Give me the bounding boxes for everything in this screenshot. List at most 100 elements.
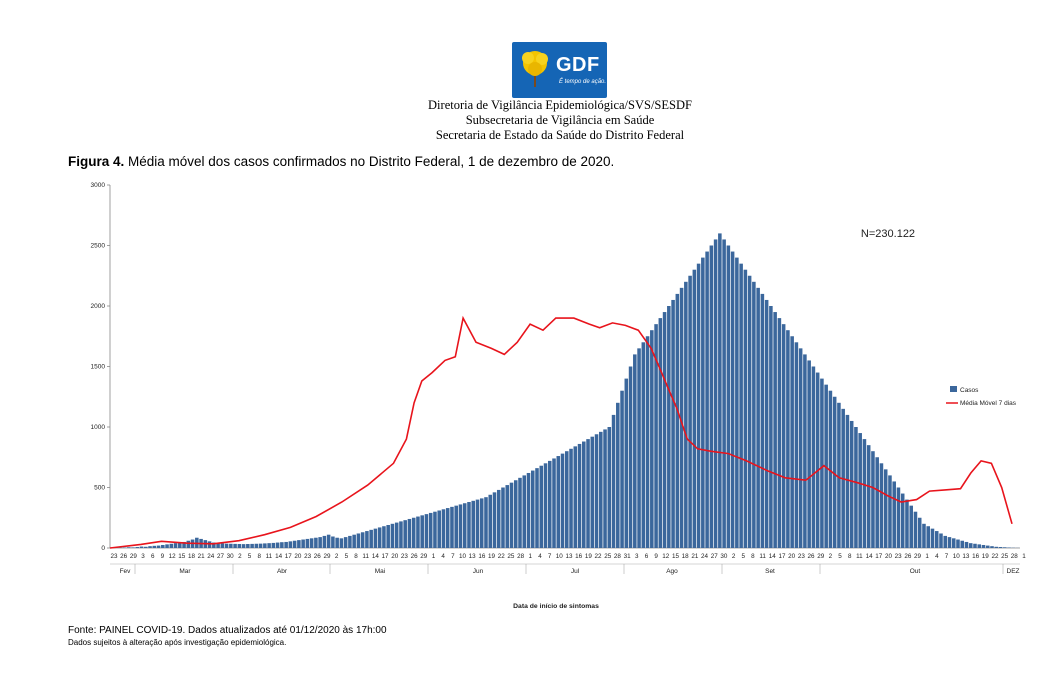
month-label: DEZ xyxy=(1007,568,1020,575)
case-bar xyxy=(633,354,637,548)
case-bar xyxy=(352,534,356,548)
case-bar xyxy=(658,318,663,548)
gdf-logo: GDF É tempo de ação. xyxy=(512,42,607,98)
x-tick-label: 24 xyxy=(207,553,215,560)
case-bar xyxy=(475,499,480,548)
case-bar xyxy=(462,503,467,548)
case-bar xyxy=(288,541,293,548)
x-tick-label: 13 xyxy=(469,553,477,560)
case-bar xyxy=(849,420,854,548)
case-bar xyxy=(152,545,157,548)
case-bar xyxy=(934,531,939,548)
case-bar xyxy=(917,517,922,548)
month-label: Jun xyxy=(473,568,484,575)
case-bar xyxy=(675,293,680,548)
x-tick-label: 5 xyxy=(741,553,745,560)
case-bar xyxy=(322,535,327,548)
case-bar xyxy=(297,540,301,548)
case-bar xyxy=(424,514,429,548)
case-bar xyxy=(339,538,344,548)
case-bar xyxy=(964,541,969,548)
case-bar xyxy=(173,543,178,548)
case-bar xyxy=(709,245,714,548)
case-bar xyxy=(875,457,879,548)
case-bar xyxy=(892,481,896,548)
x-tick-label: 20 xyxy=(885,553,893,560)
x-tick-label: 17 xyxy=(778,553,786,560)
case-bar xyxy=(241,544,246,548)
case-bar xyxy=(318,537,322,548)
case-bar xyxy=(148,546,152,548)
case-bar xyxy=(994,546,999,548)
case-bar xyxy=(824,384,828,548)
case-bar xyxy=(543,463,548,548)
case-bar xyxy=(373,528,378,548)
case-bar xyxy=(161,544,165,548)
x-tick-label: 29 xyxy=(817,553,825,560)
header-line-directorate: Diretoria de Vigilância Epidemiológica/S… xyxy=(428,98,692,112)
x-tick-label: 23 xyxy=(895,553,903,560)
case-bar xyxy=(254,543,259,548)
x-tick-label: 19 xyxy=(488,553,496,560)
y-tick-label: 2500 xyxy=(91,243,106,250)
case-bar xyxy=(756,287,760,548)
case-bar xyxy=(607,427,612,548)
x-tick-label: 13 xyxy=(962,553,970,560)
x-tick-label: 4 xyxy=(538,553,542,560)
case-bar xyxy=(832,396,837,548)
case-bar xyxy=(565,451,569,548)
x-tick-label: 17 xyxy=(875,553,883,560)
x-tick-label: 25 xyxy=(507,553,515,560)
case-bar xyxy=(620,390,624,548)
x-tick-label: 31 xyxy=(624,553,632,560)
case-bar xyxy=(552,458,556,548)
case-bar xyxy=(803,354,807,548)
case-bar xyxy=(369,529,373,548)
case-bar xyxy=(764,299,769,548)
case-bar xyxy=(437,510,441,548)
case-bar xyxy=(743,269,748,548)
case-bar xyxy=(556,456,561,548)
case-bar xyxy=(479,498,484,548)
figure-caption-text: Média móvel dos casos confirmados no Dis… xyxy=(124,154,615,169)
ipe-flower-icon xyxy=(522,51,548,87)
x-tick-label: 4 xyxy=(935,553,939,560)
x-tick-label: 12 xyxy=(662,553,670,560)
x-tick-label: 6 xyxy=(151,553,155,560)
case-bar xyxy=(582,441,586,548)
x-tick-label: 29 xyxy=(130,553,138,560)
case-bar xyxy=(650,330,654,548)
x-tick-label: 5 xyxy=(838,553,842,560)
month-label: Set xyxy=(765,568,775,575)
case-bar xyxy=(956,539,960,548)
case-bar xyxy=(922,523,926,548)
x-tick-label: 1 xyxy=(529,553,533,560)
x-tick-label: 21 xyxy=(691,553,699,560)
x-tick-label: 23 xyxy=(798,553,806,560)
case-bar xyxy=(645,336,650,548)
y-tick-label: 1500 xyxy=(91,364,106,371)
case-bar xyxy=(420,515,424,548)
source-note: Fonte: PAINEL COVID-19. Dados atualizado… xyxy=(68,625,387,636)
case-bar xyxy=(539,465,544,548)
x-tick-label: 10 xyxy=(953,553,961,560)
case-bar xyxy=(713,239,718,548)
x-tick-label: 8 xyxy=(257,553,261,560)
case-bar xyxy=(403,520,407,548)
x-tick-label: 29 xyxy=(323,553,331,560)
case-bar xyxy=(845,414,850,548)
x-tick-label: 25 xyxy=(1001,553,1009,560)
case-bar xyxy=(505,485,510,548)
case-bar xyxy=(229,543,233,548)
case-bar xyxy=(900,493,905,548)
case-bar xyxy=(862,439,867,548)
case-bar xyxy=(165,544,169,548)
case-bar xyxy=(284,541,288,548)
case-bar xyxy=(343,537,348,548)
x-tick-label: 14 xyxy=(769,553,777,560)
x-tick-label: 1 xyxy=(925,553,929,560)
case-bar xyxy=(271,542,276,548)
case-bar xyxy=(760,293,765,548)
x-tick-label: 20 xyxy=(294,553,302,560)
case-bar xyxy=(356,533,361,548)
